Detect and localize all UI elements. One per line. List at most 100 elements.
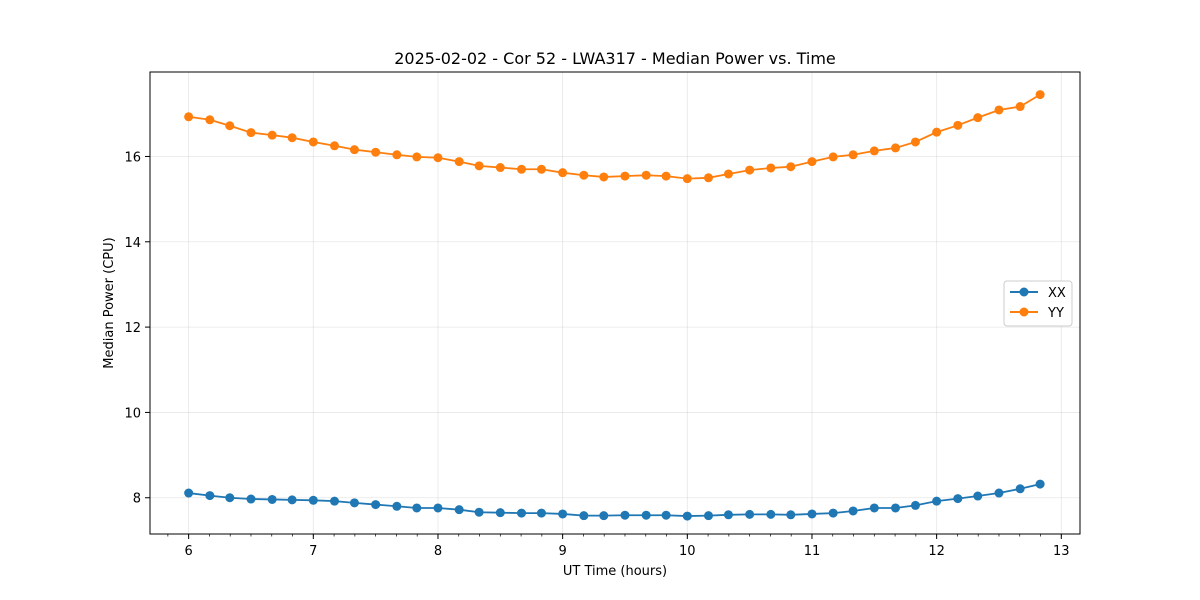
series-xx-point <box>474 507 484 517</box>
series-xx-point <box>973 491 983 501</box>
series-xx-point <box>910 500 920 510</box>
y-tick-label: 10 <box>124 406 141 421</box>
series-xx-point <box>641 510 651 520</box>
series-xx-point <box>558 509 568 519</box>
series-yy-point <box>641 170 651 180</box>
series-yy-point <box>620 171 630 181</box>
series-yy-point <box>786 162 796 172</box>
legend: XX YY <box>1003 280 1073 327</box>
x-tick-label: 8 <box>434 544 442 559</box>
y-tick-label: 12 <box>124 321 141 336</box>
plot-frame <box>149 71 1081 535</box>
series-yy-point <box>412 152 422 162</box>
series-yy-point <box>723 169 733 179</box>
series-yy-point <box>205 115 215 125</box>
series-yy-point <box>371 147 381 157</box>
series-yy-point <box>308 137 318 147</box>
chart-title: 2025-02-02 - Cor 52 - LWA317 - Median Po… <box>394 49 836 68</box>
series-yy-point <box>330 141 340 151</box>
axis-ticks: 6 7 8 9 10 11 12 13 8 10 12 14 16 <box>124 150 1069 559</box>
series-xx-point <box>1015 484 1025 494</box>
y-axis-label: Median Power (CPU) <box>102 237 117 368</box>
series-yy-point <box>474 161 484 171</box>
series-xx-point <box>392 501 402 511</box>
data-series <box>184 90 1045 521</box>
series-xx-point <box>953 494 963 504</box>
legend-xx-label: XX <box>1048 286 1066 301</box>
series-yy-point <box>246 128 256 138</box>
y-tick-label: 8 <box>133 492 141 507</box>
series-xx-point <box>828 508 838 518</box>
series-xx-point <box>1035 479 1045 489</box>
series-yy-point <box>932 127 942 137</box>
series-xx-point <box>766 509 776 519</box>
series-xx-point <box>620 510 630 520</box>
series-xx-point <box>536 508 546 518</box>
series-yy-point <box>890 143 900 153</box>
series-yy-point <box>807 157 817 167</box>
series-yy-point <box>184 112 194 122</box>
series-xx-point <box>579 511 589 521</box>
series-yy-point <box>287 133 297 143</box>
series-xx-point <box>495 508 505 518</box>
x-tick-label: 12 <box>928 544 945 559</box>
series-xx-point <box>184 488 194 498</box>
series-xx-point <box>517 508 527 518</box>
series-yy-point <box>703 173 713 183</box>
series-xx-point <box>890 503 900 513</box>
series-yy-point <box>973 113 983 123</box>
x-axis-label: UT Time (hours) <box>563 564 667 579</box>
series-xx-point <box>994 488 1004 498</box>
series-yy-point <box>745 165 755 175</box>
series-yy-point <box>558 168 568 178</box>
series-yy-point <box>349 145 359 155</box>
series-xx-point <box>433 503 443 513</box>
series-xx-point <box>205 491 215 501</box>
series-xx-point <box>412 503 422 513</box>
series-yy-point <box>828 152 838 162</box>
series-yy-point <box>848 150 858 160</box>
x-tick-label: 10 <box>679 544 696 559</box>
series-xx-point <box>723 510 733 520</box>
series-xx-point <box>225 493 235 503</box>
series-xx-point <box>682 511 692 521</box>
y-tick-label: 16 <box>124 150 141 165</box>
x-tick-label: 6 <box>185 544 193 559</box>
series-xx-point <box>246 494 256 504</box>
series-yy-point <box>579 170 589 180</box>
series-xx-point <box>932 496 942 506</box>
series-yy-point <box>953 120 963 130</box>
series-yy-point <box>682 174 692 184</box>
gridlines <box>150 72 1080 534</box>
legend-xx-marker <box>1019 287 1029 297</box>
series-xx-point <box>745 509 755 519</box>
series-yy-point <box>766 163 776 173</box>
series-yy-point <box>517 164 527 174</box>
series-xx-point <box>848 506 858 516</box>
y-tick-label: 14 <box>124 236 141 251</box>
series-xx-point <box>703 511 713 521</box>
series-yy-point <box>599 172 609 182</box>
x-tick-label: 7 <box>309 544 317 559</box>
series-xx-point <box>371 500 381 510</box>
series-yy-point <box>495 163 505 173</box>
series-yy-point <box>994 105 1004 115</box>
series-xx-point <box>786 510 796 520</box>
series-yy-point <box>661 171 671 181</box>
series-yy-point <box>267 130 277 140</box>
series-xx-point <box>454 505 464 515</box>
x-tick-label: 11 <box>804 544 821 559</box>
legend-yy-marker <box>1019 307 1029 317</box>
series-xx-point <box>807 509 817 519</box>
series-yy-point <box>869 146 879 156</box>
series-yy-point <box>1015 102 1025 112</box>
series-xx-point <box>869 503 879 513</box>
series-yy-point <box>225 121 235 131</box>
series-yy-point <box>910 137 920 147</box>
series-xx-point <box>330 496 340 506</box>
series-xx-point <box>349 498 359 508</box>
x-tick-label: 9 <box>559 544 567 559</box>
series-xx-point <box>267 494 277 504</box>
